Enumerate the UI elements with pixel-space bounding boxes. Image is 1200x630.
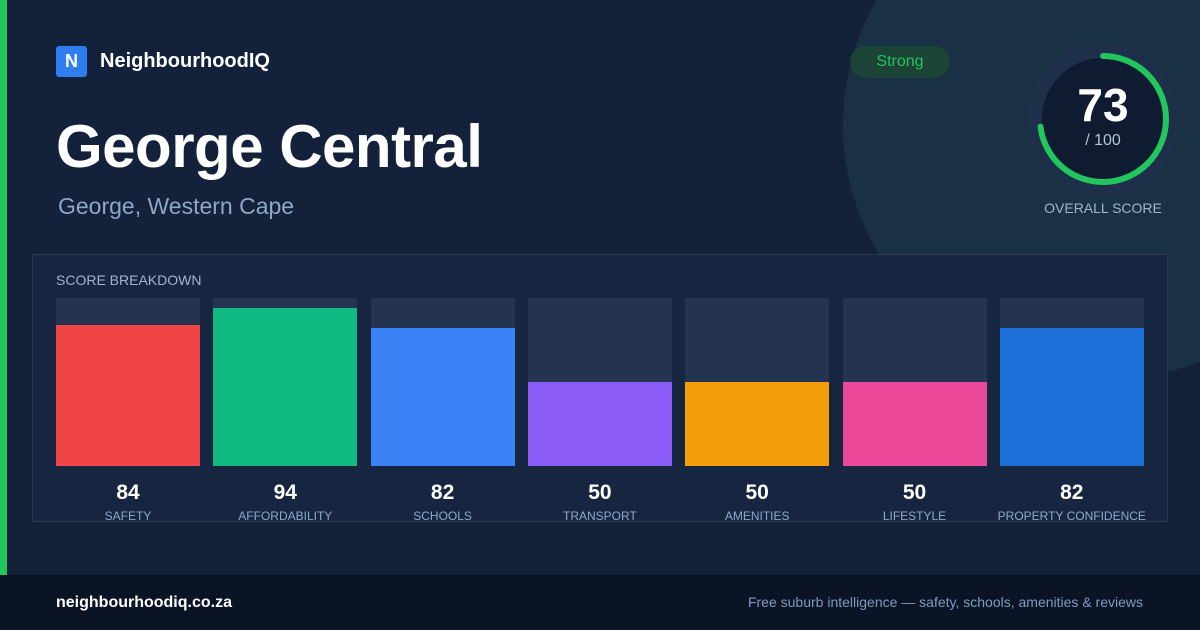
bar-category-label: TRANSPORT — [562, 509, 637, 523]
bar-value-label: 84 — [116, 481, 140, 504]
bar-category-label: LIFESTYLE — [882, 509, 947, 523]
bar-value-label: 50 — [902, 481, 927, 504]
overall-score-caption: OVERALL SCORE — [1044, 200, 1162, 216]
accent-bar — [0, 0, 7, 575]
breakdown-title: SCORE BREAKDOWN — [56, 272, 202, 288]
brand: N NeighbourhoodIQ — [56, 46, 270, 77]
bar — [842, 382, 987, 466]
location-subtitle: George, Western Cape — [58, 193, 295, 219]
bar-column: 50 TRANSPORT — [527, 298, 672, 523]
bar-value-label: 82 — [1060, 481, 1084, 504]
bar-column: 82 SCHOOLS — [370, 298, 515, 523]
score-breakdown-panel: SCORE BREAKDOWN 84 SAFETY 94 AFFORDABILITY 8… — [32, 254, 1168, 523]
bar-track — [527, 298, 672, 466]
bar-category-label: AFFORDABILITY — [238, 509, 333, 523]
overall-score-value: 73 — [1077, 79, 1129, 131]
bar-category-label: AMENITIES — [724, 509, 790, 523]
bar-column: 82 PROPERTY CONFIDENCE — [998, 298, 1146, 523]
bar-column: 94 AFFORDABILITY — [213, 298, 358, 523]
footer-tagline: Free suburb intelligence — safety, schoo… — [747, 594, 1143, 610]
bar — [999, 328, 1144, 466]
bar-value-label: 50 — [745, 481, 769, 504]
page-title: George Central — [56, 113, 483, 180]
bar — [685, 382, 830, 466]
overall-score-max: / 100 — [1085, 132, 1121, 149]
brand-logo-icon: N — [56, 46, 87, 77]
bar — [56, 324, 200, 466]
bar-value-label: 82 — [430, 481, 455, 504]
bar-column: 84 SAFETY — [56, 298, 200, 523]
ring-progress — [1037, 53, 1169, 185]
bar-category-label: PROPERTY CONFIDENCE — [997, 509, 1146, 523]
footer-url: neighbourhoodiq.co.za — [56, 594, 232, 611]
bar — [213, 308, 358, 466]
bar-value-label: 50 — [588, 481, 612, 504]
bar-column: 50 AMENITIES — [685, 298, 830, 523]
bar-track — [999, 298, 1144, 466]
bar-column: 50 LIFESTYLE — [842, 298, 987, 523]
bar — [370, 328, 515, 466]
bar-track — [685, 298, 830, 466]
overall-score-ring: 73 / 100 — [1027, 43, 1179, 195]
bar-track — [842, 298, 987, 466]
bar-category-label: SAFETY — [104, 509, 152, 523]
bar-category-label: SCHOOLS — [413, 509, 472, 523]
ring-center — [1042, 58, 1164, 180]
score-ring-graphic — [1027, 43, 1179, 195]
rating-badge: Strong — [850, 46, 950, 78]
bar-track — [56, 298, 200, 466]
bar-value-label: 94 — [273, 481, 297, 504]
brand-name: NeighbourhoodIQ — [100, 50, 270, 72]
footer: neighbourhoodiq.co.za Free suburb intell… — [0, 575, 1200, 630]
bar-track — [213, 298, 358, 466]
bar — [527, 382, 672, 466]
bar-track — [370, 298, 515, 466]
